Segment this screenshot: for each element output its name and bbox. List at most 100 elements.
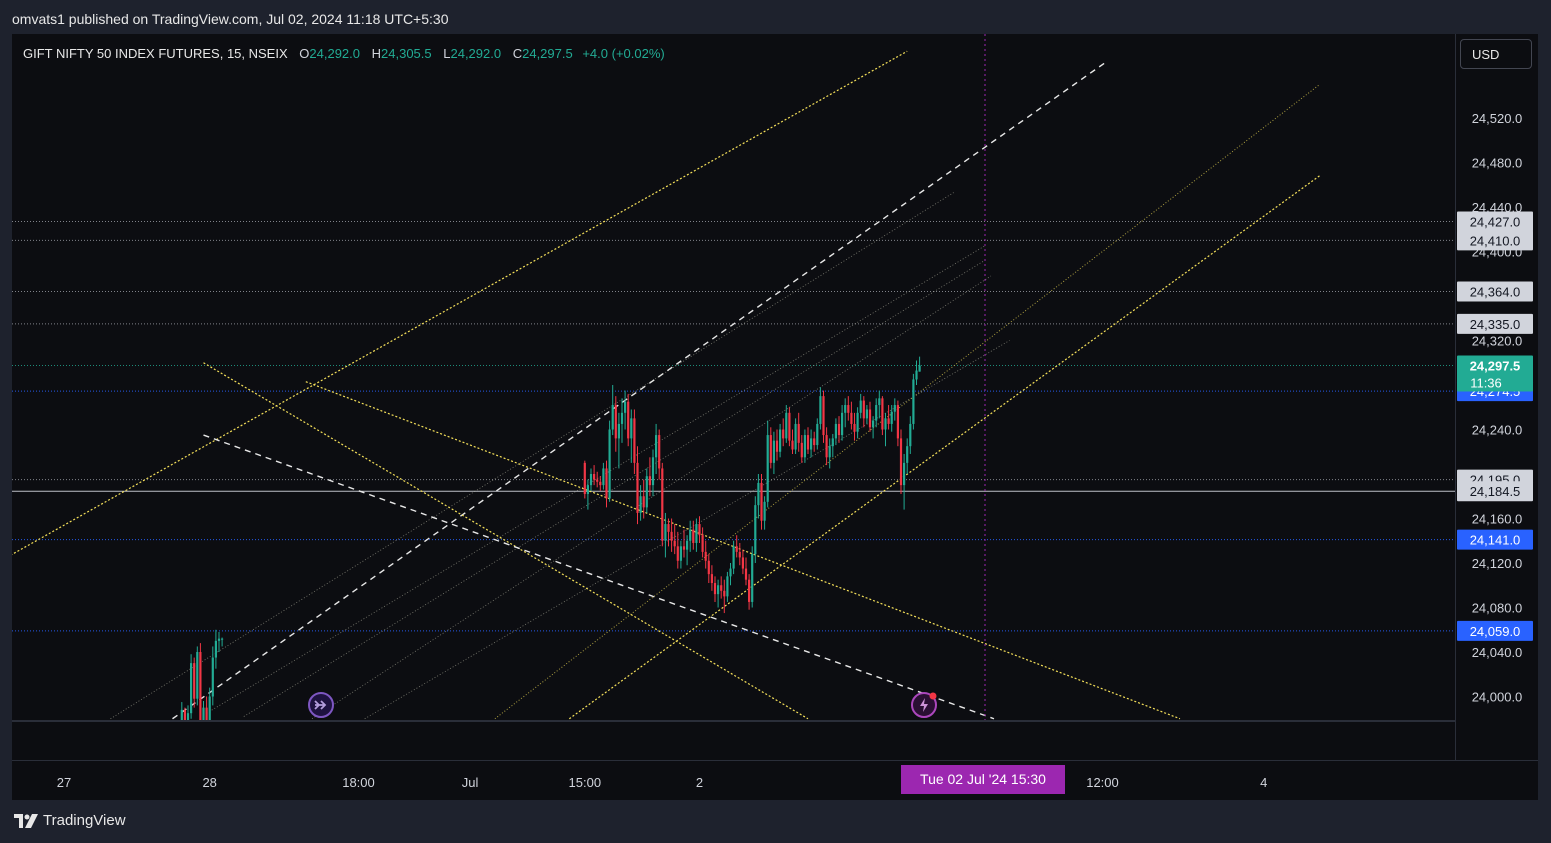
price-tick-label: 24,000.0	[1472, 690, 1523, 705]
trendline	[568, 175, 1320, 720]
candle-body	[655, 435, 658, 458]
candle-body	[698, 524, 701, 536]
candle-body	[748, 579, 751, 602]
candle-body	[180, 709, 183, 720]
candle-body	[881, 398, 884, 430]
candle-body	[906, 446, 909, 463]
tradingview-brand[interactable]: TradingView	[14, 812, 126, 829]
price-level-label: 24,184.5	[1470, 484, 1521, 499]
ohlc-legend: GIFT NIFTY 50 INDEX FUTURES, 15, NSEIX O…	[23, 46, 665, 61]
price-level-badge	[1457, 211, 1533, 232]
candle-body	[589, 474, 593, 486]
candle-body	[611, 405, 614, 430]
price-tick-label: 24,520.0	[1472, 111, 1523, 126]
candle-body	[806, 435, 810, 450]
candle-body	[909, 423, 912, 447]
candle-body	[872, 420, 875, 428]
candle-body	[791, 440, 794, 450]
price-level-label: 24,410.0	[1470, 233, 1521, 248]
trendline	[110, 192, 954, 720]
price-tick-label: 24,080.0	[1472, 601, 1523, 616]
candle-body	[196, 652, 199, 699]
candle-body	[769, 435, 772, 463]
currency-button[interactable]: USD	[1460, 39, 1532, 69]
candle-body	[596, 479, 599, 482]
candle-body	[813, 438, 816, 446]
price-level-badge	[1457, 281, 1533, 302]
candle-body	[630, 418, 633, 439]
candle-body	[695, 524, 698, 543]
candle-body	[751, 554, 754, 602]
price-tick-label: 24,440.0	[1472, 200, 1523, 215]
candle-body	[186, 713, 190, 720]
candle-body	[667, 524, 670, 532]
candle-body	[648, 476, 651, 486]
candle-body	[664, 524, 667, 541]
price-level-label: 24,364.0	[1470, 285, 1521, 300]
candle-body	[183, 709, 186, 720]
price-level-badge	[1457, 481, 1533, 502]
candle-body	[211, 657, 214, 697]
time-tick-label: Jul	[462, 775, 479, 790]
lightning-alert-icon[interactable]	[911, 692, 937, 718]
candle-body	[692, 529, 695, 543]
price-level-badge	[1457, 529, 1533, 550]
candle-body	[633, 418, 636, 463]
candle-body	[710, 574, 713, 584]
replay-icon[interactable]	[308, 692, 334, 718]
candle-body	[763, 501, 766, 521]
candle-body	[862, 400, 865, 419]
legend-low-label: L	[443, 46, 451, 61]
candle-body	[878, 398, 881, 406]
plot-bottom-border	[12, 720, 1455, 722]
candle-body	[785, 412, 788, 439]
candle-body	[726, 576, 729, 597]
price-level-label: 24,427.0	[1470, 214, 1521, 229]
last-price-badge	[1457, 355, 1533, 392]
candle-body	[875, 405, 878, 421]
candle-body	[199, 652, 202, 720]
candle-body	[856, 412, 859, 432]
candle-body	[884, 418, 887, 430]
price-level-label: 24,335.0	[1470, 317, 1521, 332]
trendline	[311, 275, 992, 720]
candle-body	[614, 405, 617, 439]
candle-body	[834, 423, 837, 439]
candle-body	[686, 540, 689, 550]
legend-change: +4.0 (+0.02%)	[582, 46, 665, 61]
price-level-badge	[1457, 620, 1533, 641]
candle-body	[608, 429, 611, 499]
candle-body	[190, 663, 193, 714]
candle-body	[208, 696, 211, 720]
candle-body	[899, 438, 903, 486]
published-text: omvats1 published on TradingView.com, Ju…	[12, 11, 449, 27]
legend-high-label: H	[371, 46, 382, 61]
trendline	[203, 362, 809, 720]
candle-body	[729, 568, 732, 577]
candle-body	[775, 440, 779, 452]
time-tick-label: 4	[1260, 775, 1267, 790]
candle-body	[704, 551, 707, 561]
candle-body	[202, 707, 205, 720]
candle-body	[841, 412, 844, 436]
candle-body	[617, 423, 620, 439]
price-tick-label: 24,480.0	[1472, 156, 1523, 171]
candle-body	[221, 638, 224, 640]
price-axis: 24,520.024,480.024,440.024,400.024,320.0…	[1472, 111, 1523, 705]
candle-body	[679, 546, 682, 561]
legend-open-value: 24,292.0	[309, 46, 360, 61]
candle-body	[912, 379, 915, 424]
countdown-label: 11:36	[1470, 376, 1502, 391]
candle-body	[605, 468, 608, 499]
candle-body	[859, 400, 862, 413]
price-tick-label: 24,320.0	[1472, 334, 1523, 349]
candle-body	[661, 468, 664, 541]
candle-body	[754, 505, 757, 555]
candle-body	[732, 546, 735, 569]
time-tick-label: 12:00	[1086, 775, 1119, 790]
candle-body	[816, 423, 819, 446]
candle-body	[602, 468, 605, 486]
time-tick-label: 2	[696, 775, 703, 790]
top-bar: omvats1 published on TradingView.com, Ju…	[0, 0, 1551, 36]
